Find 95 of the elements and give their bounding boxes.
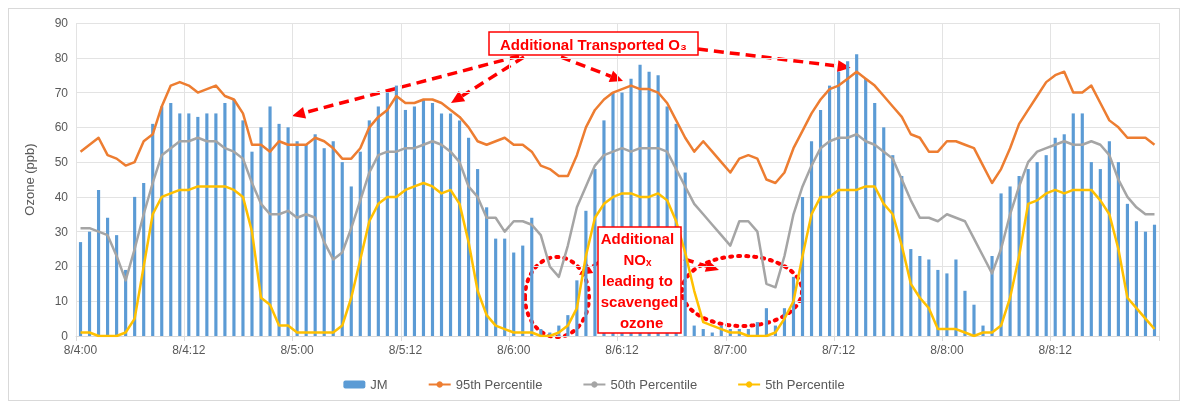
y-tick-label: 70: [54, 85, 69, 100]
y-tick-label: 60: [54, 120, 69, 135]
bar: [394, 85, 398, 336]
bar: [1080, 113, 1084, 336]
bar: [1071, 113, 1075, 336]
bar: [196, 116, 200, 336]
bar: [512, 252, 516, 336]
bar: [818, 109, 823, 336]
bar: [439, 113, 444, 336]
bar: [882, 127, 886, 336]
bar: [1098, 169, 1102, 336]
bar: [1044, 155, 1048, 336]
annotation: Additional NOₓ leading to scavenged ozone: [600, 229, 679, 331]
bar: [304, 144, 308, 336]
bar: [494, 238, 498, 336]
bar: [701, 329, 705, 336]
y-tick-label: 10: [54, 294, 69, 309]
legend-label: JM: [370, 377, 388, 392]
bar: [87, 231, 92, 336]
x-tick-label: 8/7:00: [713, 343, 748, 357]
legend-label: 5th Percentile: [765, 377, 845, 392]
legend-label: 50th Percentile: [610, 377, 698, 392]
bar: [214, 113, 218, 336]
bar: [963, 290, 967, 336]
x-tick-label: 8/8:12: [1038, 343, 1073, 357]
bar: [891, 155, 895, 336]
y-tick-label: 30: [54, 224, 69, 239]
x-tick-label: 8/8:00: [930, 343, 964, 357]
bar: [918, 256, 922, 336]
bar: [241, 120, 245, 336]
bar: [1062, 134, 1066, 336]
x-tick-label: 8/4:00: [63, 343, 98, 357]
bar: [1026, 169, 1030, 336]
bar: [376, 106, 380, 336]
bar: [78, 242, 83, 336]
bar: [223, 102, 227, 336]
bar: [864, 78, 868, 336]
bar: [1143, 231, 1148, 336]
bar: [96, 189, 101, 336]
bar: [331, 141, 335, 336]
bar: [232, 99, 236, 336]
line-series: [79, 133, 1156, 289]
bar: [521, 245, 525, 336]
bar: [412, 106, 417, 336]
bar: [764, 308, 768, 336]
x-tick-label: 8/6:12: [605, 343, 640, 357]
bar: [322, 148, 326, 336]
bar: [503, 238, 507, 336]
bar: [855, 54, 859, 336]
x-tick-label: 8/5:12: [388, 343, 423, 357]
annotation: Additional Transported O₃: [500, 35, 688, 53]
bar: [954, 259, 958, 336]
bar: [999, 193, 1003, 336]
bar: [972, 304, 976, 336]
bar: [286, 127, 290, 336]
bar: [268, 106, 272, 336]
x-tick-label: 8/4:12: [172, 343, 206, 357]
bar: [385, 92, 389, 336]
bar: [530, 217, 534, 336]
bar: [106, 217, 110, 336]
bar: [187, 113, 191, 336]
bar: [448, 113, 453, 336]
bar: [593, 169, 597, 336]
bar: [403, 109, 407, 336]
legend-label: 95th Percentile: [455, 377, 543, 392]
y-tick-label: 0: [61, 329, 69, 343]
line-series: [79, 181, 1156, 338]
bar: [1134, 221, 1139, 336]
bar: [692, 325, 696, 336]
bar: [828, 85, 832, 336]
bar: [1089, 162, 1093, 336]
bar: [1053, 137, 1057, 336]
y-tick-label: 40: [54, 189, 69, 204]
y-tick-label: 90: [54, 16, 69, 30]
x-tick-label: 8/7:12: [821, 343, 856, 357]
x-tick-label: 8/5:00: [280, 343, 315, 357]
bar: [430, 102, 435, 336]
bar: [1035, 162, 1039, 336]
bar: [178, 113, 182, 336]
bar: [945, 273, 949, 336]
bar: [873, 102, 877, 336]
line-series: [79, 70, 1156, 185]
bar: [169, 102, 173, 336]
y-tick-label: 20: [54, 259, 69, 274]
bar: [295, 141, 299, 336]
bar: [313, 134, 317, 336]
y-tick-label: 80: [54, 50, 69, 65]
y-axis-title: Ozone (ppb): [22, 143, 37, 216]
x-tick-label: 8/6:00: [497, 343, 531, 357]
y-tick-label: 50: [54, 155, 69, 170]
bar: [205, 113, 209, 336]
bar: [277, 123, 281, 336]
bar: [259, 127, 263, 336]
bar: [421, 99, 426, 336]
bar: [1152, 224, 1157, 336]
